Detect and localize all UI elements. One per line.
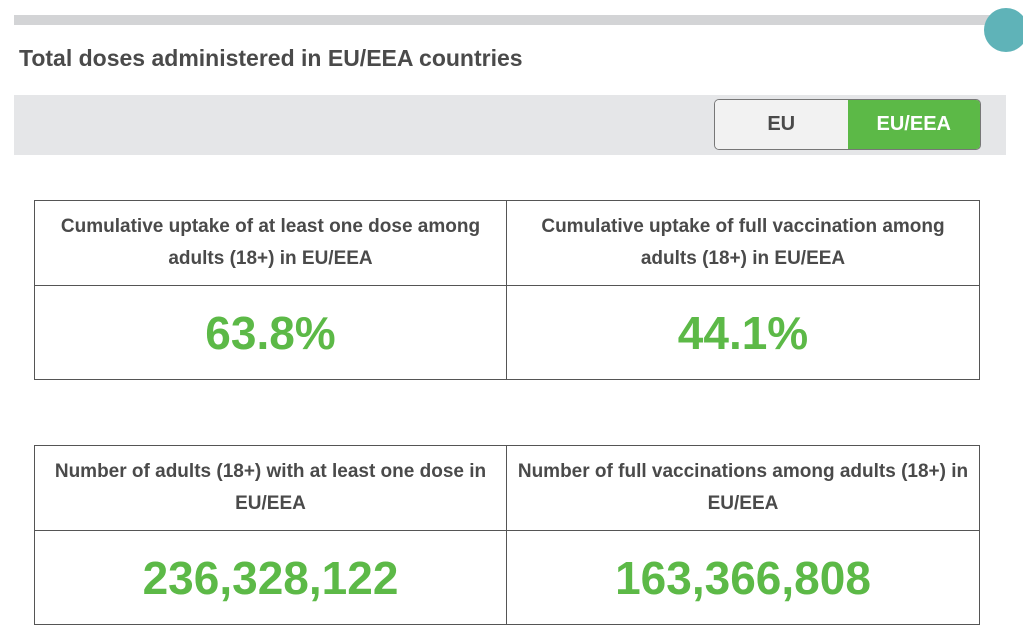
count-table: Number of adults (18+) with at least one… — [34, 445, 980, 625]
top-bar — [14, 15, 1006, 25]
toggle-eu-eea[interactable]: EU/EEA — [847, 100, 980, 149]
card-value: 236,328,122 — [35, 531, 507, 624]
uptake-table: Cumulative uptake of at least one dose a… — [34, 200, 980, 380]
card-value: 163,366,808 — [615, 551, 871, 604]
region-toggle: EU EU/EEA — [714, 99, 981, 150]
card-label: Cumulative uptake of full vaccination am… — [507, 201, 979, 286]
card-label: Number of full vaccinations among adults… — [507, 446, 979, 531]
toggle-eu[interactable]: EU — [715, 100, 848, 149]
card-value: 44.1% — [677, 306, 809, 359]
help-button-icon[interactable] — [984, 8, 1023, 52]
card-value: 63.8% — [35, 286, 507, 379]
card-label: Cumulative uptake of at least one dose a… — [35, 201, 507, 286]
page-title: Total doses administered in EU/EEA count… — [19, 45, 523, 71]
card-label: Number of adults (18+) with at least one… — [35, 446, 507, 531]
